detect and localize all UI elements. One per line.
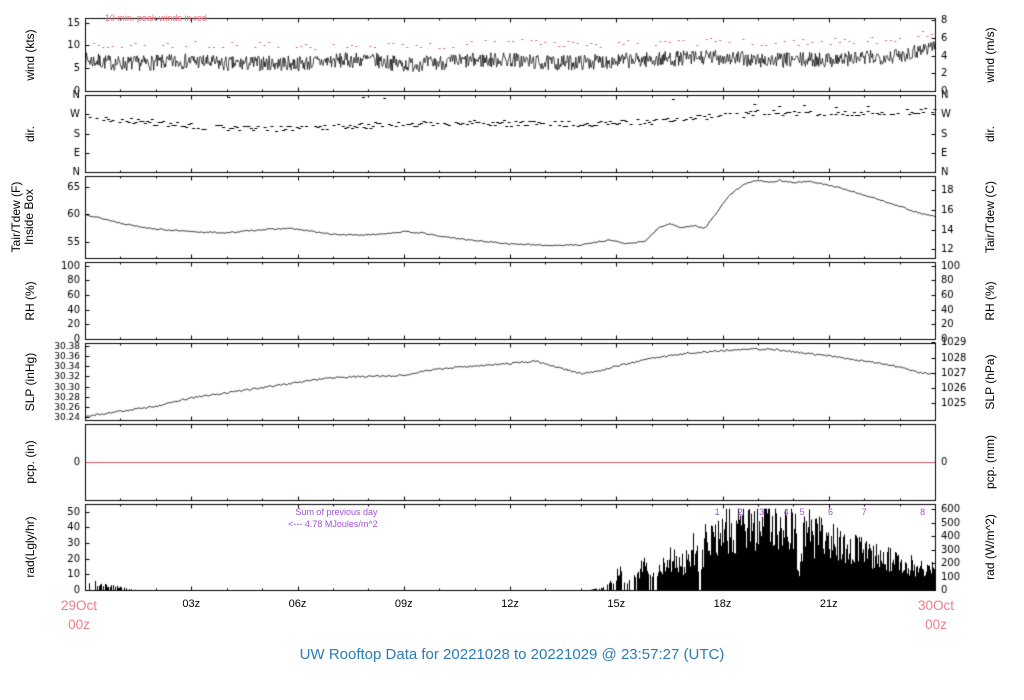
- x-tick-label: 03z: [182, 598, 201, 610]
- start-hour-text: 00z: [68, 617, 90, 632]
- chart-annotation: 3: [758, 506, 764, 517]
- x-tick-label: 06z: [288, 598, 307, 610]
- x-axis-start-date: 29Oct 00z: [50, 596, 108, 634]
- chart-title: UW Rooftop Data for 20221028 to 20221029…: [299, 646, 725, 663]
- chart-annotation: 8: [920, 506, 926, 517]
- y-axis-label-rad-lgly: rad(Lgly/hr): [23, 516, 37, 578]
- chart-annotation: Sum of previous day: [295, 506, 378, 517]
- tair-f-label: Tair/Tdew (F): [9, 181, 23, 253]
- meteogram-canvas: [0, 0, 1024, 595]
- y-axis-label-tair-c: Tair/Tdew (C): [983, 180, 997, 254]
- chart-annotation: <--- 4.78 MJoules/m^2: [288, 519, 378, 530]
- x-tick-label: 18z: [713, 598, 732, 610]
- y-axis-label-dir-left: dir.: [23, 125, 37, 142]
- y-axis-label-wind-kts: wind (kts): [23, 28, 37, 81]
- y-axis-label-slp-inhg: SLP (inHg): [23, 352, 37, 411]
- chart-annotation: 4: [783, 506, 789, 517]
- chart-annotation: 7: [861, 506, 867, 517]
- y-axis-label-dir-right: dir.: [983, 125, 997, 142]
- y-axis-label-pcp-in: pcp. (in): [23, 440, 37, 484]
- end-date-text: 30Oct: [917, 598, 955, 613]
- x-axis-tick-labels: 03z 06z 09z 12z 15z 18z 21z: [0, 598, 1024, 614]
- y-axis-label-rh-right: RH (%): [983, 280, 997, 321]
- x-tick-label: 09z: [394, 598, 413, 610]
- x-tick-label: 21z: [819, 598, 838, 610]
- x-tick-label: 15z: [607, 598, 626, 610]
- x-axis-end-date: 30Oct 00z: [906, 596, 966, 634]
- chart-annotation: 2: [737, 506, 743, 517]
- y-axis-label-rh-left: RH (%): [23, 280, 37, 321]
- y-axis-label-pcp-mm: pcp. (mm): [983, 435, 997, 489]
- chart-annotation: 6: [828, 506, 834, 517]
- y-axis-label-wind-ms: wind (m/s): [983, 26, 997, 83]
- chart-annotation: 1: [714, 506, 720, 517]
- chart-annotation: 10 min. peak winds in red: [104, 12, 207, 23]
- y-axis-label-slp-hpa: SLP (hPa): [983, 353, 997, 410]
- end-hour-text: 00z: [925, 617, 947, 632]
- inside-box-label: Inside Box: [22, 188, 36, 246]
- start-date-text: 29Oct: [60, 598, 98, 613]
- chart-annotation: 5: [799, 506, 805, 517]
- y-axis-label-tair-f: Tair/Tdew (F) Inside Box: [9, 181, 36, 253]
- x-tick-label: 12z: [501, 598, 519, 610]
- y-axis-label-rad-wm2: rad (W/m^2): [983, 514, 997, 580]
